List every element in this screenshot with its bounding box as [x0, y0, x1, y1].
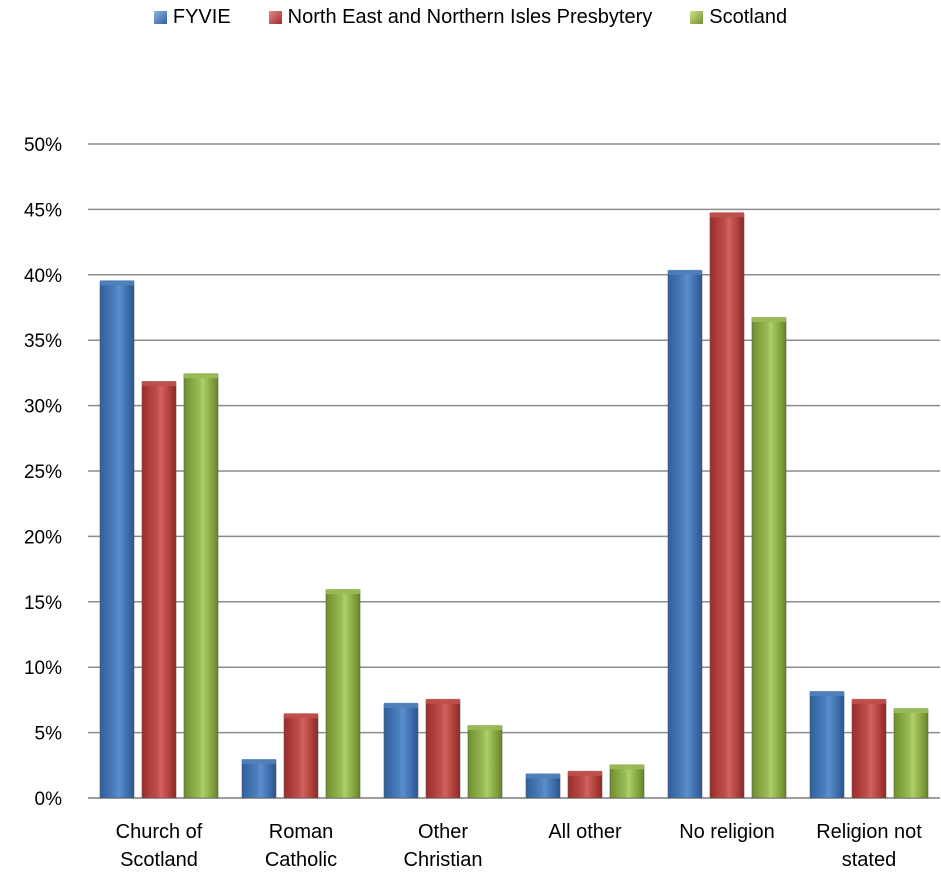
- bar: [283, 713, 319, 799]
- bar: [241, 759, 277, 799]
- bar: [383, 702, 419, 799]
- bar-top: [284, 713, 318, 719]
- bar-top: [468, 725, 502, 731]
- bar-body: [809, 691, 845, 799]
- y-tick-label: 30%: [24, 397, 62, 418]
- bar-body: [609, 764, 645, 799]
- bar-body: [425, 699, 461, 799]
- legend-label-presbytery: North East and Northern Isles Presbytery: [287, 6, 653, 28]
- bar-top: [610, 764, 644, 770]
- bar-body: [283, 713, 319, 799]
- y-tick-label: 10%: [24, 658, 62, 679]
- bar-top: [810, 691, 844, 697]
- bar-top: [710, 212, 744, 218]
- bar-top: [894, 708, 928, 714]
- bar-top: [242, 759, 276, 765]
- bar-top: [752, 316, 786, 322]
- y-tick-label: 20%: [24, 527, 62, 548]
- gridlines: [88, 143, 940, 799]
- bar: [709, 212, 745, 799]
- x-tick-label: Other Christian: [404, 821, 483, 871]
- bars: [99, 212, 929, 799]
- bar: [183, 373, 219, 799]
- bar-top: [568, 770, 602, 776]
- legend: FYVIE North East and Northern Isles Pres…: [0, 6, 941, 29]
- bar-body: [709, 213, 745, 799]
- bar: [525, 773, 561, 799]
- bar-top: [184, 373, 218, 379]
- bar: [893, 708, 929, 799]
- bar-top: [384, 702, 418, 708]
- legend-item-fyvie: FYVIE: [153, 6, 231, 29]
- bar-top: [668, 269, 702, 275]
- y-tick-label: 50%: [24, 135, 62, 156]
- bar-body: [893, 708, 929, 799]
- legend-swatch-presbytery: [268, 11, 282, 24]
- bar-top: [526, 773, 560, 779]
- x-tick-label: No religion: [679, 821, 775, 843]
- bar: [851, 698, 887, 799]
- bar-body: [99, 281, 135, 799]
- x-tick-label: Church of Scotland: [116, 821, 203, 871]
- y-tick-label: 0%: [35, 789, 63, 810]
- x-tick-label: All other: [548, 821, 622, 843]
- bar-body: [751, 317, 787, 799]
- bar-top: [326, 589, 360, 595]
- x-tick-label: Religion not stated: [816, 821, 922, 871]
- bar-body: [851, 699, 887, 799]
- y-tick-label: 40%: [24, 266, 62, 287]
- bar: [809, 691, 845, 799]
- bar: [425, 698, 461, 799]
- legend-label-fyvie: FYVIE: [172, 6, 231, 28]
- x-tick-label: Roman Catholic: [265, 821, 337, 871]
- legend-label-scotland: Scotland: [709, 6, 788, 28]
- legend-swatch-scotland: [690, 11, 704, 24]
- bar-top: [100, 280, 134, 286]
- bar-body: [467, 725, 503, 799]
- bar-body: [567, 771, 603, 799]
- bar-body: [383, 703, 419, 799]
- bar-body: [241, 759, 277, 799]
- bar-body: [141, 381, 177, 799]
- y-tick-label: 35%: [24, 331, 62, 352]
- bar: [99, 280, 135, 799]
- legend-swatch-fyvie: [153, 11, 167, 24]
- bar: [567, 770, 603, 799]
- bar: [667, 269, 703, 799]
- bar-body: [183, 373, 219, 799]
- bar: [325, 589, 361, 799]
- legend-item-scotland: Scotland: [690, 6, 787, 29]
- bar-body: [667, 270, 703, 799]
- x-axis-tick-labels: Church of Scotland Roman Catholic Other Chris…: [116, 821, 923, 871]
- bar: [141, 381, 177, 799]
- legend-item-presbytery: North East and Northern Isles Presbytery: [268, 6, 653, 29]
- bar-top: [852, 698, 886, 704]
- bar: [467, 725, 503, 799]
- bar-body: [325, 589, 361, 799]
- bar-top: [426, 698, 460, 704]
- y-axis-tick-labels: 0% 5% 10% 15% 20% 25% 30% 35% 40% 45% 50%: [24, 135, 62, 810]
- bar: [751, 316, 787, 799]
- y-tick-label: 5%: [35, 724, 63, 745]
- y-tick-label: 25%: [24, 462, 62, 483]
- bar-top: [142, 381, 176, 387]
- bar: [609, 764, 645, 799]
- y-tick-label: 45%: [24, 200, 62, 221]
- y-tick-label: 15%: [24, 593, 62, 614]
